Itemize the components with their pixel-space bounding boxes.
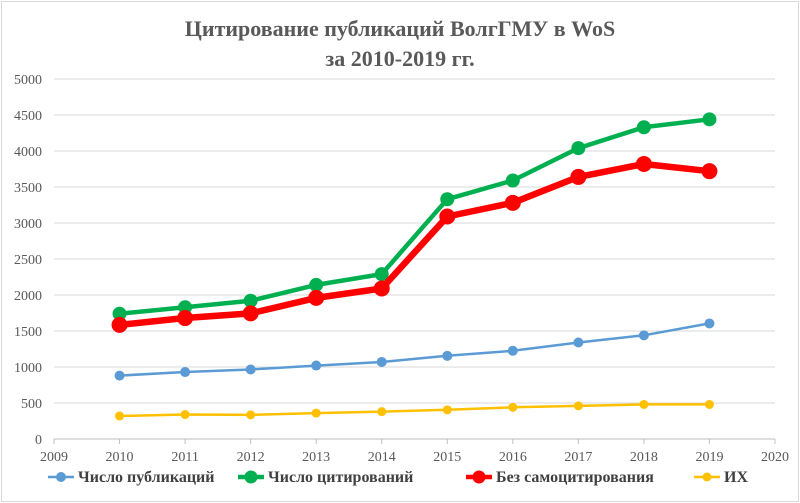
series-1: [112, 112, 717, 321]
data-point: [505, 173, 520, 188]
x-tick-label: 2019: [695, 450, 723, 465]
data-point: [504, 194, 521, 211]
data-point: [111, 316, 128, 333]
legend-swatch-marker: [56, 472, 66, 482]
data-point: [442, 350, 453, 361]
data-point: [639, 399, 649, 409]
x-tick-label: 2009: [40, 450, 68, 465]
data-point: [308, 289, 325, 306]
legend-label: Число цитирований: [268, 469, 413, 486]
y-tick-label: 4000: [14, 145, 42, 160]
series-line: [119, 322, 710, 377]
x-tick-label: 2011: [171, 450, 198, 465]
data-point: [704, 318, 715, 329]
data-point: [635, 155, 652, 172]
data-point: [374, 267, 389, 282]
data-point: [704, 399, 714, 409]
chart-title: Цитирование публикаций ВолгГМУ в WoS за …: [0, 14, 800, 74]
x-tick-label: 2012: [237, 450, 265, 465]
series-2: [111, 155, 718, 333]
chart-title-line2: за 2010-2019 гг.: [325, 46, 475, 71]
data-point: [701, 163, 718, 180]
y-axis-ticks: 0 500 1000 1500 2000 2500 3000 3500 4000 4500 5000: [14, 73, 42, 448]
y-tick-label: 4500: [14, 109, 42, 124]
data-point: [246, 410, 256, 420]
data-point: [573, 401, 583, 411]
legend-item: Число цитирований: [238, 469, 413, 486]
y-tick-label: 3000: [14, 217, 42, 232]
x-tick-label: 2015: [433, 450, 461, 465]
series-lines: [111, 112, 718, 421]
data-point: [309, 277, 324, 292]
y-tick-label: 500: [21, 397, 42, 412]
series-line: [119, 403, 710, 418]
data-point: [571, 141, 586, 156]
data-point: [442, 405, 452, 415]
series-0: [114, 318, 715, 381]
data-point: [439, 208, 456, 225]
data-point: [180, 410, 190, 420]
legend-swatch-marker: [244, 470, 258, 484]
data-point: [440, 192, 455, 207]
x-tick-label: 2016: [499, 450, 527, 465]
series-line: [119, 117, 710, 316]
data-point: [178, 300, 193, 315]
data-point: [177, 310, 194, 327]
y-tick-label: 2500: [14, 253, 42, 268]
legend-item: Число публикаций: [48, 469, 214, 486]
data-point: [180, 367, 191, 378]
data-point: [114, 370, 125, 381]
grid-lines: [54, 78, 775, 440]
data-point: [311, 360, 322, 371]
data-point: [311, 408, 321, 418]
y-tick-label: 1000: [14, 361, 42, 376]
x-tick-label: 2018: [630, 450, 658, 465]
legend-item: ИХ: [694, 469, 748, 486]
x-tick-label: 2014: [368, 450, 396, 465]
series-line: [119, 160, 710, 329]
chart-title-line1: Цитирование публикаций ВолгГМУ в WoS: [184, 16, 616, 41]
legend: Число публикаций Число цитирований Без сам…: [48, 469, 748, 486]
x-axis-ticks: 2009 2010 2011 2012 2013 2014 2015 2016 2017 2018…: [40, 438, 789, 465]
y-tick-label: 5000: [14, 73, 42, 88]
x-tick-label: 2017: [564, 450, 592, 465]
x-tick-label: 2010: [106, 450, 134, 465]
x-tick-label: 2020: [761, 450, 789, 465]
data-point: [112, 306, 127, 321]
legend-label: Без самоцитирования: [496, 469, 654, 486]
data-point: [573, 337, 584, 348]
data-point: [377, 407, 387, 417]
y-tick-label: 2000: [14, 289, 42, 304]
data-point: [702, 112, 717, 127]
legend-label: Число публикаций: [78, 469, 214, 486]
y-tick-label: 1500: [14, 325, 42, 340]
data-point: [638, 330, 649, 341]
legend-item: Без самоцитирования: [466, 469, 654, 486]
legend-label: ИХ: [724, 469, 748, 486]
data-point: [242, 305, 259, 322]
legend-swatch-marker: [702, 472, 712, 482]
data-point: [376, 356, 387, 367]
y-tick-label: 3500: [14, 181, 42, 196]
data-point: [570, 168, 587, 185]
x-tick-label: 2013: [302, 450, 330, 465]
data-point: [243, 293, 258, 308]
data-point: [636, 120, 651, 135]
data-point: [373, 280, 390, 297]
series-3: [115, 399, 714, 421]
data-point: [508, 402, 518, 412]
data-point: [507, 345, 518, 356]
data-point: [115, 411, 125, 421]
legend-swatch-marker: [472, 470, 486, 484]
y-tick-label: 0: [35, 433, 42, 448]
data-point: [245, 364, 256, 375]
